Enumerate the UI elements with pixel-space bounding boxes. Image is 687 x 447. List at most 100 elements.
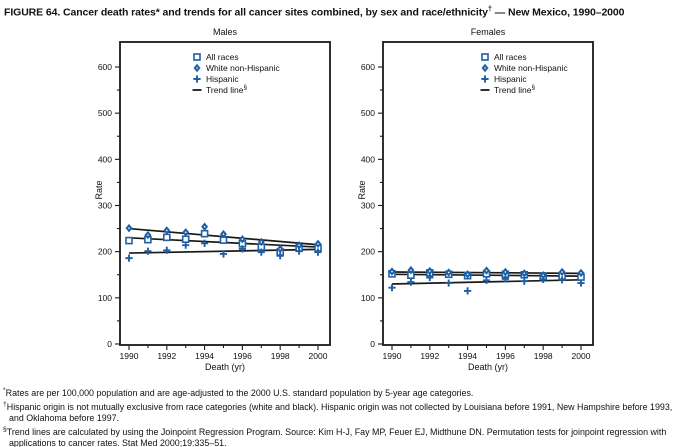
legend-item: Trend line§: [479, 84, 568, 95]
diamond-marker-center: [203, 225, 206, 228]
square-legend-icon: [191, 52, 204, 62]
x-tick-label: 2000: [572, 351, 591, 361]
legend-label-superscript: §: [531, 84, 536, 92]
y-tick-label: 400: [361, 154, 375, 164]
diamond-marker-center: [542, 274, 544, 277]
y-tick-label: 600: [361, 62, 375, 72]
diamond-marker-center: [484, 67, 486, 69]
diamond-marker-center: [523, 272, 526, 275]
x-axis: 1990 1992 1994 1996 1998 2000: [120, 345, 328, 361]
x-tick-label: 2000: [309, 351, 328, 361]
diamond-marker-center: [429, 270, 431, 272]
dagger-superscript: †: [487, 4, 492, 13]
plus-marker: [314, 248, 322, 256]
legend-label: All races: [494, 52, 527, 62]
diamond-legend-icon: [191, 63, 204, 73]
females-chart-canvas: 0 100 200 300 400 500 600 1990 1992 1994 1996 1998 2…: [361, 41, 594, 361]
dash-legend-icon: [479, 85, 492, 95]
plus-marker: [464, 287, 472, 295]
y-tick-label: 0: [107, 339, 112, 349]
y-tick-label: 400: [98, 154, 112, 164]
diamond-marker-center: [410, 269, 412, 271]
figure-title: FIGURE 64. Cancer death rates* and trend…: [4, 4, 687, 19]
diamond-marker-center: [447, 271, 450, 274]
square-marker: [481, 53, 489, 62]
diamond-marker-center: [561, 271, 563, 273]
diamond-marker-center: [279, 248, 281, 250]
diamond-marker-center: [485, 269, 488, 272]
diamond-legend-icon: [479, 63, 492, 73]
y-tick-label: 200: [98, 247, 112, 257]
footnote: §Trend lines are calculated by using the…: [3, 425, 667, 447]
legend-item: Trend line§: [191, 84, 280, 95]
diamond-marker-center: [241, 238, 244, 241]
plus-marker: [193, 75, 201, 83]
plus-marker: [482, 276, 491, 284]
y-tick-label: 300: [98, 201, 112, 211]
females-x-axis-label: Death (yr): [467, 362, 508, 372]
males-legend: All races White non-Hispanic Hispanic Trend…: [191, 52, 280, 95]
x-tick-label: 1990: [120, 351, 139, 361]
legend-label: Trend line§: [206, 84, 248, 96]
x-tick-label: 1998: [534, 351, 553, 361]
plus-marker: [201, 239, 209, 247]
plus-marker: [558, 276, 566, 284]
diamond-marker-center: [196, 67, 198, 69]
plus-marker: [163, 246, 171, 254]
footnote-marker: §: [3, 425, 7, 433]
x-tick-label: 1992: [420, 351, 439, 361]
square-marker: [125, 236, 133, 245]
figure-title-main: FIGURE 64. Cancer death rates* and trend…: [4, 6, 488, 19]
footnote-marker: *: [3, 387, 6, 394]
plus-marker: [445, 279, 453, 287]
plus-marker: [426, 273, 434, 282]
diamond-marker-center: [466, 273, 469, 276]
diamond-marker-center: [580, 272, 582, 274]
x-tick-label: 1996: [496, 351, 515, 361]
legend-label: Trend line§: [494, 84, 536, 96]
males-chart-canvas: 0 100 200 300 400 500 600 1990 1992 1994 1996 1998 2…: [98, 41, 331, 361]
y-tick-label: 200: [361, 247, 375, 257]
diamond-marker-center: [317, 243, 319, 245]
square-marker: [163, 233, 171, 242]
males-x-axis-label: Death (yr): [204, 362, 245, 372]
legend-label: White non-Hispanic: [206, 62, 280, 73]
y-tick-label: 500: [361, 108, 375, 118]
series-hispanic: [125, 239, 322, 262]
plus-legend-icon: [479, 74, 492, 84]
legend-label-superscript: §: [243, 84, 248, 92]
diamond-marker-center: [391, 270, 393, 273]
y-axis: 0 100 200 300 400 500 600: [361, 62, 383, 349]
plus-marker: [388, 284, 396, 292]
square-legend-icon: [479, 52, 492, 62]
plus-marker: [257, 248, 265, 256]
plus-marker: [520, 277, 528, 285]
legend-label: All races: [206, 52, 239, 62]
legend-label: Hispanic: [494, 73, 527, 84]
x-tick-label: 1994: [195, 351, 214, 361]
y-tick-label: 500: [98, 108, 112, 118]
dash-legend-icon: [191, 85, 204, 95]
x-tick-label: 1998: [271, 351, 290, 361]
diamond-marker-center: [260, 241, 263, 243]
plus-legend-icon: [191, 74, 204, 84]
legend-label: White non-Hispanic: [494, 62, 568, 73]
footnote: *Rates are per 100,000 population and ar…: [3, 387, 474, 398]
plus-marker: [125, 254, 133, 262]
x-axis: 1990 1992 1994 1996 1998 2000: [383, 345, 591, 361]
plus-marker: [144, 247, 152, 255]
females-legend: All races White non-Hispanic Hispanic Trend…: [479, 52, 568, 95]
footnote-marker: †: [3, 400, 7, 408]
legend-item: All races: [479, 52, 568, 63]
plus-marker: [219, 250, 228, 258]
legend-item: White non-Hispanic: [191, 63, 280, 74]
y-tick-label: 600: [98, 62, 112, 72]
x-tick-label: 1992: [157, 351, 176, 361]
square-marker: [193, 53, 201, 62]
y-tick-label: 100: [361, 293, 375, 303]
diamond-marker-center: [147, 234, 149, 236]
plot-border: [382, 41, 594, 346]
diamond-marker-center: [184, 231, 187, 234]
diamond-marker-center: [298, 244, 300, 247]
